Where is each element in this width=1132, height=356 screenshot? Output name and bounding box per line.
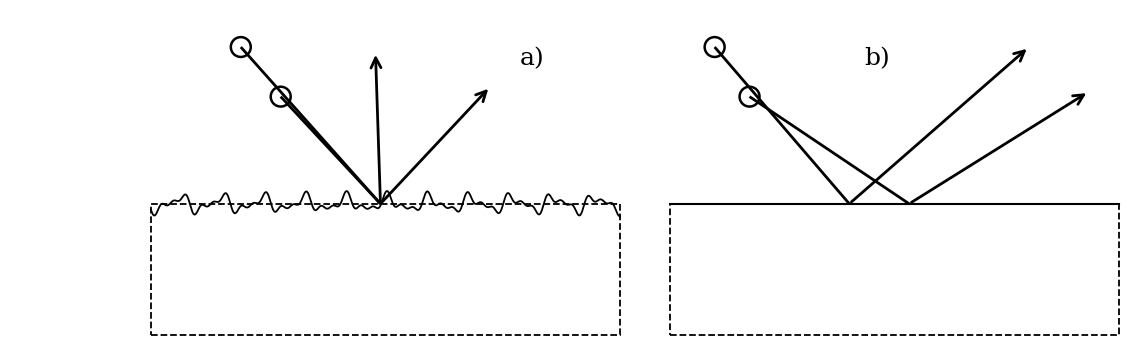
Text: a): a) bbox=[520, 47, 544, 70]
Bar bbox=[670, 204, 1118, 335]
Bar bbox=[151, 204, 620, 335]
Text: b): b) bbox=[864, 47, 890, 70]
